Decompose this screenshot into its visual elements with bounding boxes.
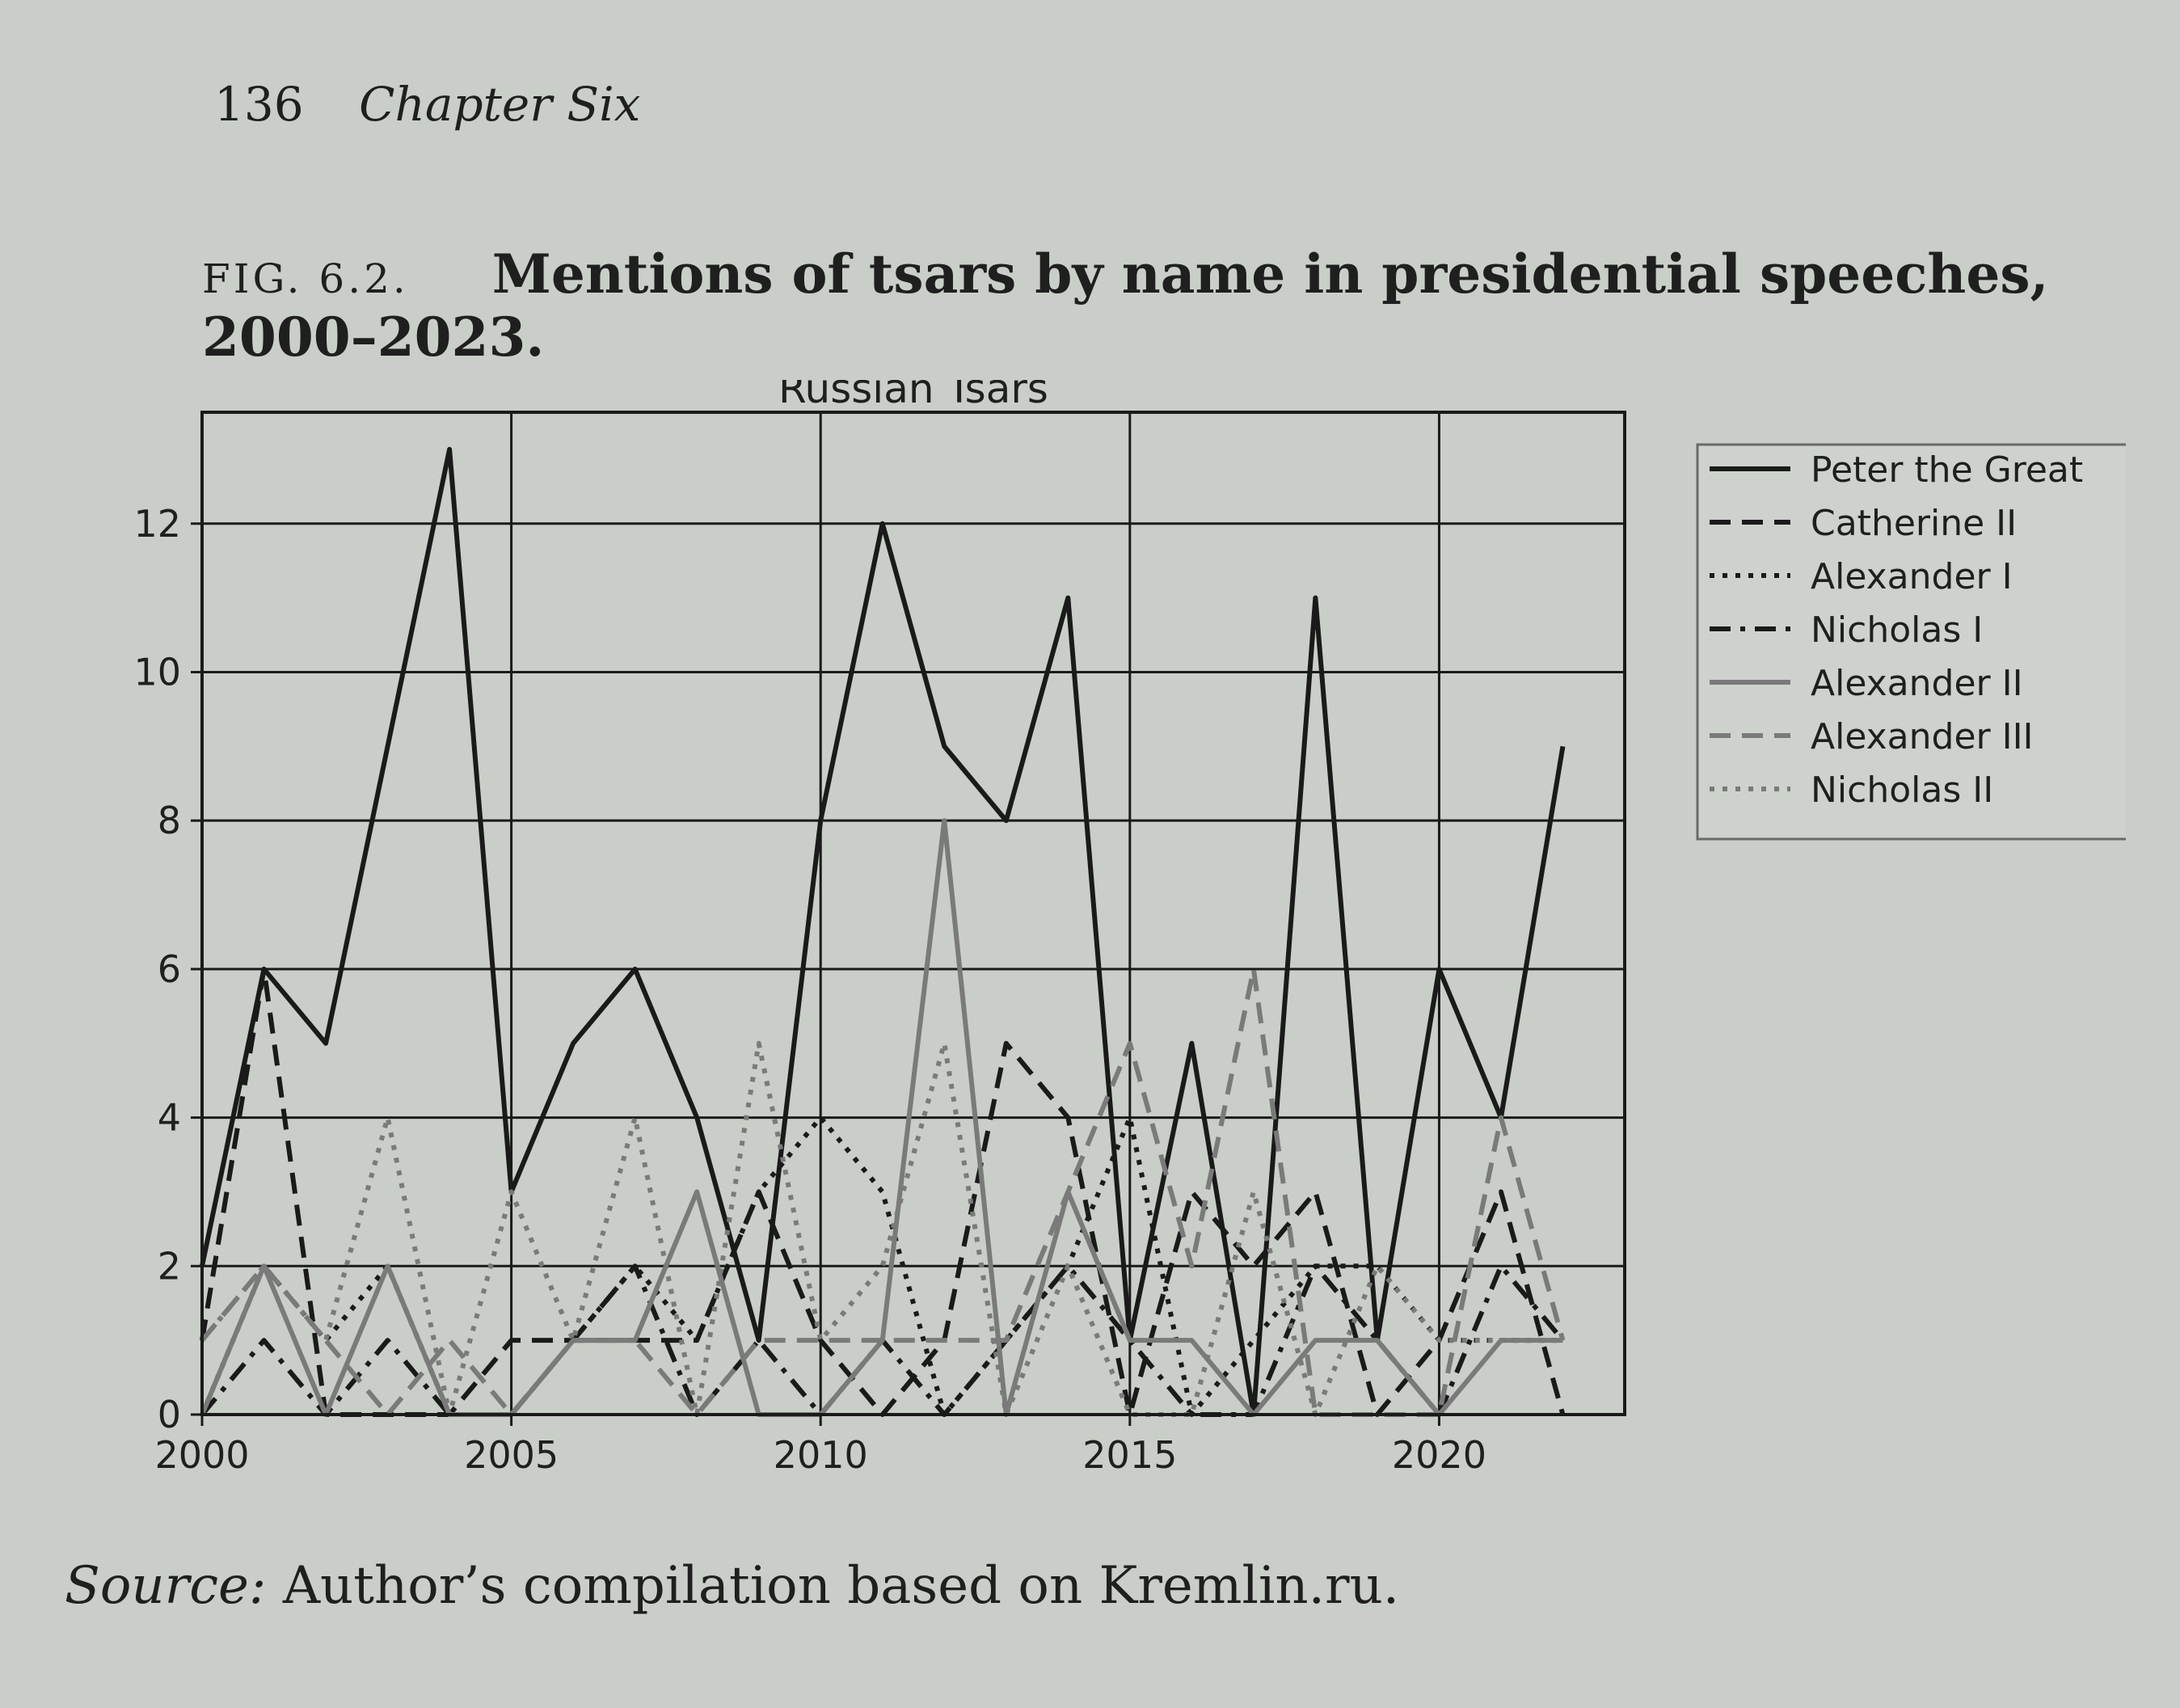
- chapter-title: Chapter Six: [359, 77, 641, 132]
- figure-caption-text: Mentions of tsars by name in presidentia…: [202, 242, 2049, 369]
- series-line-1: [200, 966, 1566, 1417]
- figure-source: Source: Author’s compilation based on Kr…: [65, 1556, 1399, 1616]
- page-header: 136 Chapter Six: [214, 77, 640, 132]
- source-text: Author’s compilation based on Kremlin.ru…: [282, 1556, 1400, 1616]
- legend-label: Alexander I: [1811, 556, 2013, 597]
- figure-label: FIG. 6.2.: [202, 255, 409, 302]
- chart-legend: Peter the Great Catherine II Alexander I Ni…: [1696, 443, 2126, 841]
- y-tick-label: 6: [158, 947, 181, 991]
- series-line-5: [200, 966, 1566, 1417]
- legend-label: Alexander II: [1811, 663, 2023, 704]
- chart-ticks: 2000 2005 2010 2015 2020 0 2 4 6 8 10 12: [133, 502, 1486, 1477]
- y-tick-label: 0: [158, 1393, 181, 1436]
- y-tick-label: 10: [133, 650, 181, 694]
- page-number: 136: [214, 77, 304, 132]
- chart-grid: [200, 412, 1625, 1416]
- legend-label: Nicholas I: [1811, 609, 1983, 651]
- y-tick-label: 8: [158, 799, 181, 842]
- x-tick-label: 2000: [154, 1433, 249, 1477]
- x-tick-label: 2015: [1082, 1433, 1177, 1477]
- legend-label: Catherine II: [1811, 503, 2017, 544]
- legend-label: Nicholas II: [1811, 770, 1993, 811]
- y-tick-label: 2: [158, 1244, 181, 1288]
- legend-label: Peter the Great: [1811, 449, 2083, 491]
- line-chart: 2000 2005 2010 2015 2020 0 2 4 6 8 10 12 Russian Ts…: [133, 380, 2126, 1477]
- y-tick-label: 12: [133, 502, 181, 546]
- x-tick-label: 2010: [774, 1433, 868, 1477]
- source-label: Source:: [65, 1556, 267, 1616]
- legend-label: Alexander III: [1811, 716, 2034, 757]
- x-tick-label: 2020: [1392, 1433, 1486, 1477]
- figure-caption: FIG. 6.2. Mentions of tsars by name in p…: [202, 242, 2180, 369]
- plot-frame: [200, 411, 1626, 1416]
- chart-title: Russian Tsars: [778, 380, 1048, 412]
- x-tick-label: 2005: [464, 1433, 559, 1477]
- legend-box: [1696, 443, 2126, 841]
- y-tick-label: 4: [158, 1096, 181, 1140]
- chart-series-group: [200, 446, 1566, 1417]
- series-line-0: [200, 446, 1566, 1417]
